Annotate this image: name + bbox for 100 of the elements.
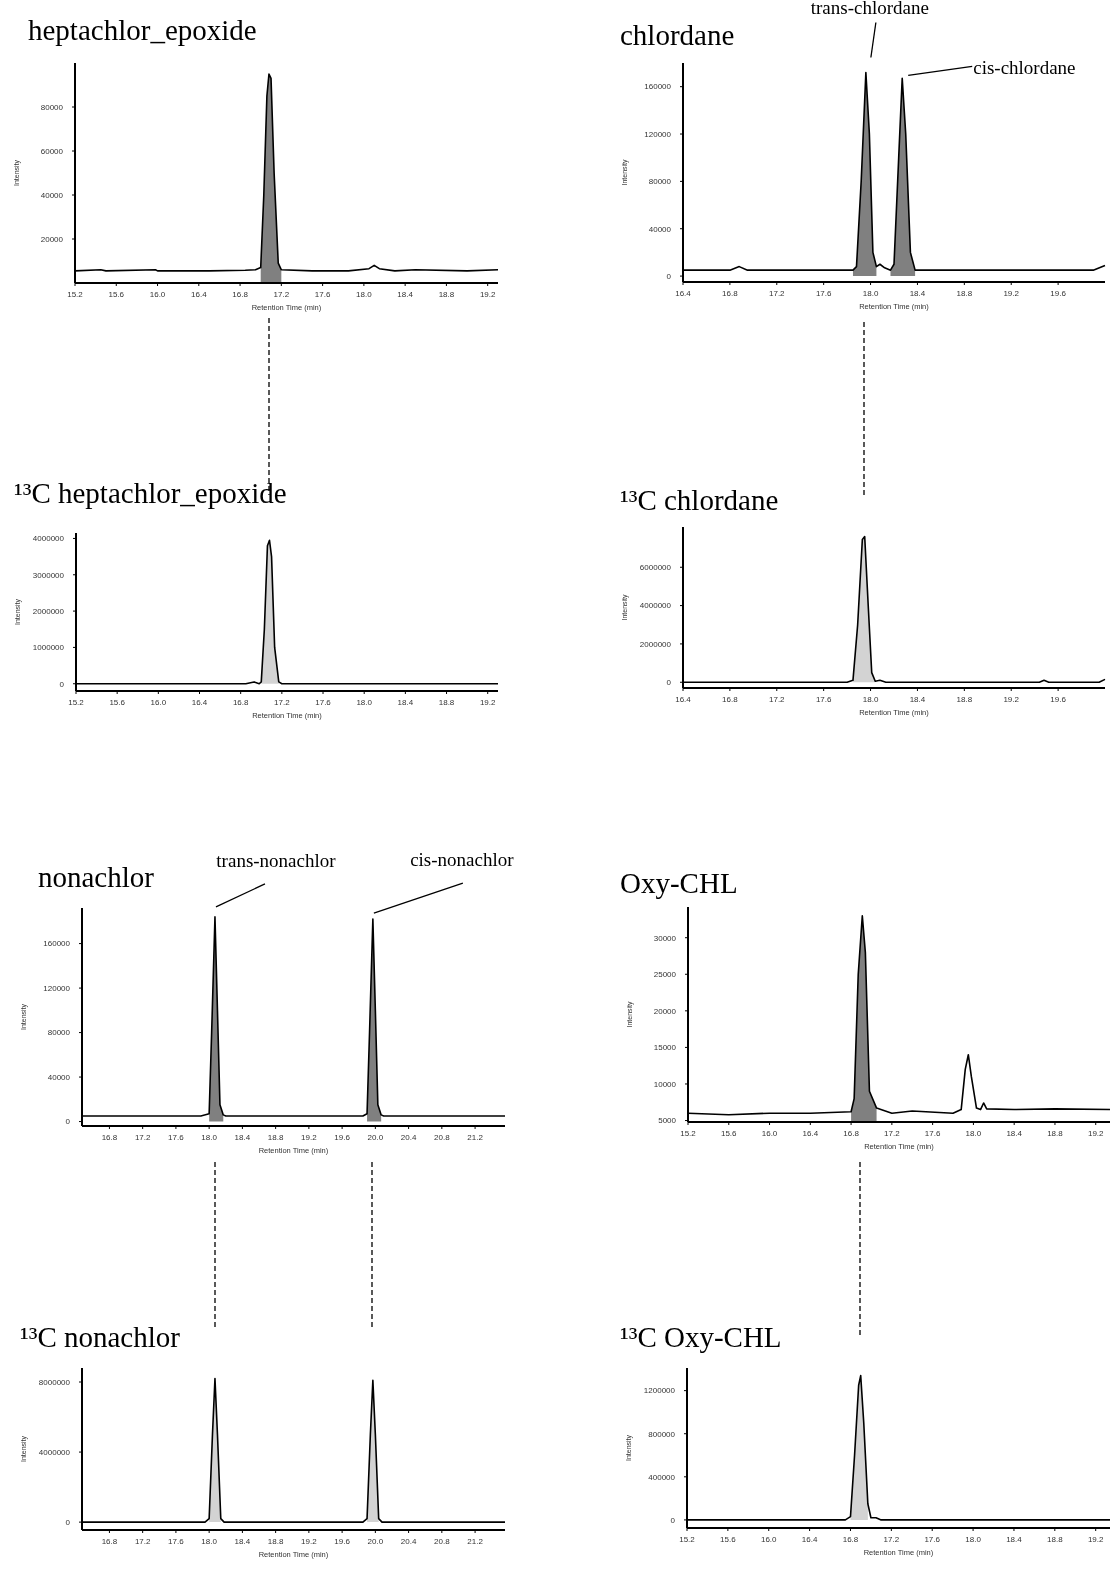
x-tick-label: 16.4: [191, 698, 208, 707]
chart-title: nonachlor: [38, 861, 155, 893]
x-tick-label: 18.0: [862, 289, 879, 298]
y-tick-label: 1000000: [32, 643, 65, 653]
x-tick-label: 16.0: [149, 290, 166, 299]
x-tick-label: 21.2: [467, 1133, 484, 1142]
y-tick-label: 4000000: [639, 601, 672, 611]
chart-title: ¹³C Oxy-CHL: [620, 1321, 782, 1353]
y-tick-label: 800000: [648, 1429, 676, 1439]
x-tick-label: 18.0: [201, 1537, 218, 1546]
y-tick-label: 120000: [644, 129, 672, 139]
x-tick-label: 18.0: [356, 698, 373, 707]
x-tick-label: 20.0: [367, 1133, 384, 1142]
x-tick-label: 17.2: [884, 1129, 901, 1138]
y-tick-label: 20000: [653, 1006, 677, 1016]
chart-title: ¹³C chlordane: [620, 484, 779, 516]
x-tick-label: 18.8: [267, 1537, 284, 1546]
y-tick-label: 25000: [653, 970, 677, 980]
x-tick-label: 18.8: [438, 698, 455, 707]
x-tick-label: 16.0: [150, 698, 167, 707]
y-tick-label: 160000: [43, 939, 71, 949]
chart-title: Oxy-CHL: [620, 867, 738, 899]
x-tick-label: 18.4: [909, 695, 926, 704]
x-tick-label: 20.4: [400, 1537, 417, 1546]
x-tick-label: 16.8: [101, 1133, 118, 1142]
x-tick-label: 18.4: [909, 289, 926, 298]
x-tick-label: 19.6: [334, 1133, 351, 1142]
y-tick-label: 30000: [653, 933, 677, 943]
x-tick-label: 19.2: [479, 698, 497, 707]
y-tick-label: 0: [65, 1117, 71, 1127]
annotation: cis-chlordane: [973, 57, 1076, 79]
x-tick-label: 16.8: [722, 289, 739, 298]
y-tick-label: 80000: [47, 1028, 71, 1038]
y-tick-label: 60000: [40, 146, 64, 156]
x-tick-label: 21.2: [467, 1537, 484, 1546]
x-tick-label: 18.0: [356, 290, 373, 299]
y-tick-label: 8000000: [38, 1377, 71, 1387]
x-tick-label: 19.2: [1003, 289, 1020, 298]
x-tick-label: 18.4: [234, 1537, 251, 1546]
y-tick-label: 0: [666, 271, 672, 281]
x-tick-label: 20.0: [367, 1537, 384, 1546]
x-tick-label: 16.8: [842, 1535, 859, 1544]
x-tick-label: 18.0: [965, 1129, 982, 1138]
x-tick-label: 17.6: [815, 289, 832, 298]
chart-title: heptachlor_epoxide: [28, 14, 257, 46]
x-tick-label: 18.4: [1006, 1129, 1023, 1138]
y-tick-label: 4000000: [32, 534, 65, 544]
x-tick-label: 16.8: [843, 1129, 860, 1138]
x-tick-label: 18.4: [397, 698, 414, 707]
y-tick-label: 20000: [40, 234, 64, 244]
y-tick-label: 1200000: [643, 1386, 676, 1396]
x-tick-label: 19.2: [1087, 1129, 1105, 1138]
annotation: trans-chlordane: [810, 0, 929, 19]
x-tick-label: 18.0: [965, 1535, 982, 1544]
x-tick-label: 15.6: [720, 1535, 737, 1544]
y-tick-label: 120000: [43, 983, 71, 993]
x-tick-label: 15.2: [679, 1535, 696, 1544]
x-tick-label: 16.4: [801, 1535, 818, 1544]
y-tick-label: 80000: [40, 102, 64, 112]
y-tick-label: 40000: [40, 190, 64, 200]
x-tick-label: 18.4: [1006, 1535, 1023, 1544]
x-tick-label: 16.0: [761, 1129, 778, 1138]
x-tick-label: 17.6: [815, 695, 832, 704]
y-tick-label: 0: [666, 678, 672, 688]
x-tick-label: 17.2: [274, 698, 291, 707]
y-tick-label: 40000: [47, 1072, 71, 1082]
y-tick-label: 0: [670, 1515, 676, 1525]
x-tick-label: 18.4: [397, 290, 414, 299]
y-tick-label: 10000: [653, 1079, 677, 1089]
y-tick-label: 80000: [648, 177, 672, 187]
x-tick-label: 16.8: [101, 1537, 118, 1546]
y-tick-label: 2000000: [639, 639, 672, 649]
chart-title: ¹³C heptachlor_epoxide: [14, 477, 287, 509]
x-tick-label: 16.4: [675, 695, 692, 704]
y-tick-label: 0: [65, 1517, 71, 1527]
x-tick-label: 16.4: [802, 1129, 819, 1138]
x-tick-label: 17.2: [134, 1133, 151, 1142]
x-tick-label: 16.8: [232, 290, 249, 299]
x-tick-label: 15.6: [108, 290, 125, 299]
x-tick-label: 17.2: [134, 1537, 151, 1546]
x-tick-label: 18.8: [1047, 1535, 1064, 1544]
x-tick-label: 20.8: [434, 1133, 451, 1142]
x-tick-label: 18.8: [267, 1133, 284, 1142]
x-tick-label: 16.8: [722, 695, 739, 704]
x-tick-label: 17.2: [883, 1535, 900, 1544]
x-tick-label: 15.2: [68, 698, 85, 707]
y-tick-label: 0: [59, 679, 65, 689]
x-tick-label: 17.6: [315, 698, 332, 707]
x-tick-label: 19.2: [479, 290, 497, 299]
x-tick-label: 19.6: [1050, 695, 1067, 704]
x-tick-label: 18.0: [201, 1133, 218, 1142]
x-tick-label: 15.2: [680, 1129, 697, 1138]
annotation: cis-nonachlor: [410, 849, 515, 871]
x-tick-label: 16.8: [232, 698, 250, 707]
x-tick-label: 18.0: [862, 695, 879, 704]
chart-title: ¹³C nonachlor: [20, 1321, 181, 1353]
x-tick-label: 17.2: [273, 290, 290, 299]
x-tick-label: 16.4: [191, 290, 208, 299]
x-tick-label: 16.0: [760, 1535, 778, 1544]
x-tick-label: 18.8: [956, 289, 973, 298]
